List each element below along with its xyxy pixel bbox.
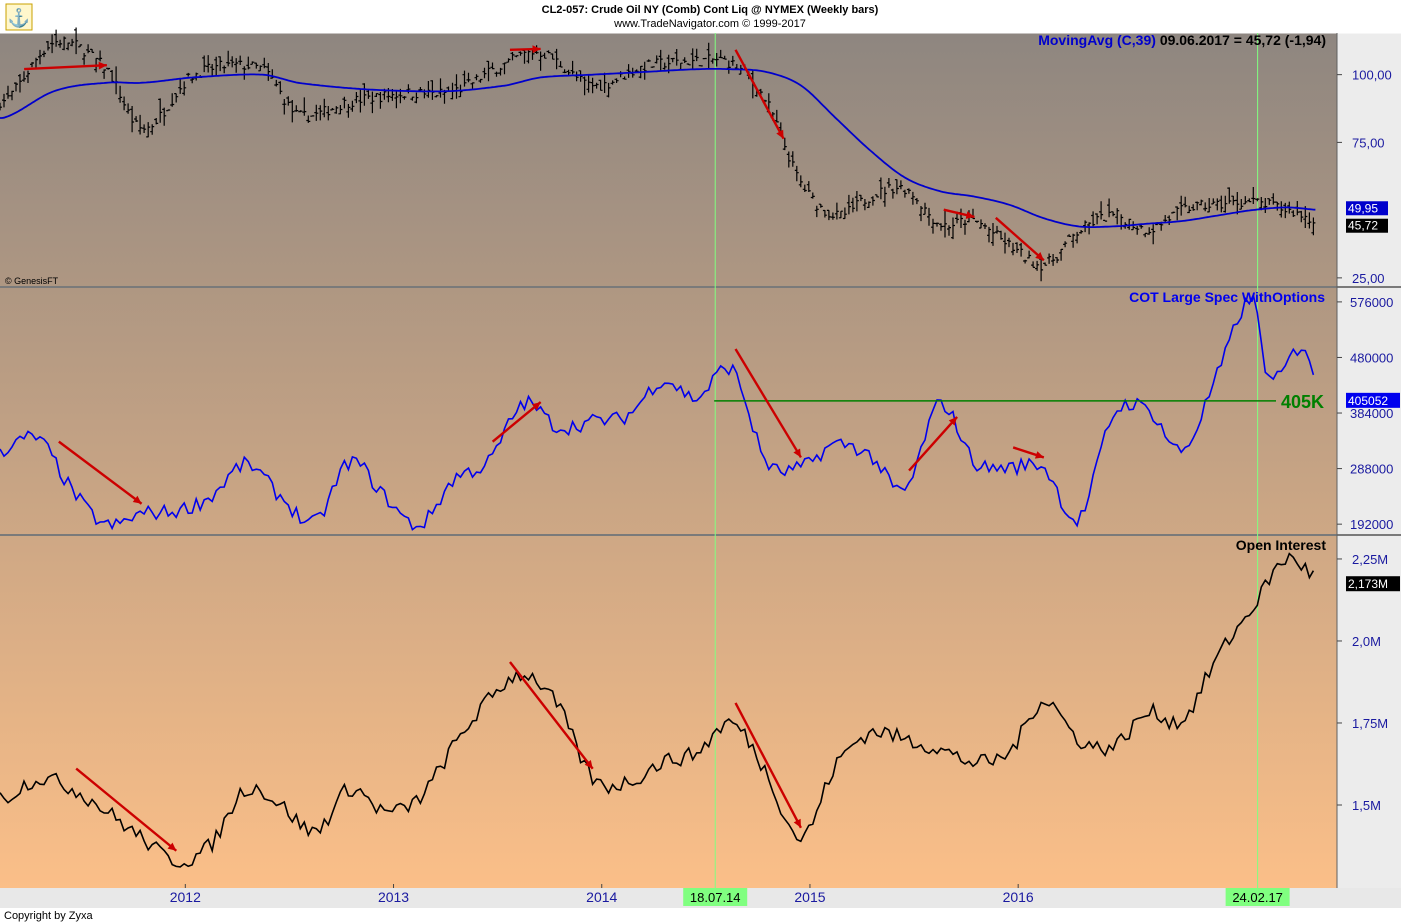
trend-arrow bbox=[908, 416, 958, 472]
moving-average-annotation: MovingAvg (C,39) 09.06.2017 = 45,72 (-1,… bbox=[1038, 32, 1326, 48]
trend-arrow-head bbox=[132, 495, 142, 504]
date-marker-label: 18.07.14 bbox=[690, 890, 741, 905]
trend-arrow-head bbox=[776, 129, 784, 139]
x-tick-label-year: 2013 bbox=[378, 889, 409, 905]
cot-last-box bbox=[1346, 392, 1400, 408]
moving-average-last-box bbox=[1346, 201, 1388, 216]
trend-arrow-head bbox=[532, 45, 541, 54]
gridlines bbox=[184, 74, 1342, 888]
open-interest-last-value: 2,173M bbox=[1348, 577, 1388, 591]
x-tick-label-year: 2015 bbox=[794, 889, 825, 905]
trend-arrow bbox=[491, 401, 542, 443]
x-tick-label-year: 2014 bbox=[586, 889, 617, 905]
x-tick-label-year: 2012 bbox=[170, 889, 201, 905]
price-last-value: 45,72 bbox=[1348, 219, 1378, 233]
x-tick-label-year: 2016 bbox=[1003, 889, 1034, 905]
cot-y-tick-label: 288000 bbox=[1350, 462, 1393, 477]
trend-arrow-head bbox=[167, 842, 177, 851]
price-y-tick-label: 100,00 bbox=[1352, 68, 1392, 83]
axis-labels: 100,00 75,00 25,00 49,95 45,72 576000 480000 38… bbox=[170, 68, 1400, 906]
series-layer bbox=[0, 27, 1316, 868]
plot-background bbox=[0, 33, 1337, 888]
cot-y-tick-label: 192000 bbox=[1350, 517, 1393, 532]
y-axis-strip bbox=[1337, 33, 1401, 888]
open-interest-y-tick-label: 2,0M bbox=[1352, 634, 1381, 649]
date-marker-box bbox=[1225, 888, 1290, 906]
cot-panel-title: COT Large Spec WithOptions bbox=[1129, 289, 1325, 305]
open-interest-panel-title: Open Interest bbox=[1236, 537, 1327, 553]
price-bars bbox=[0, 27, 1316, 282]
moving-average-value: 09.06.2017 = 45,72 (-1,94) bbox=[1160, 32, 1326, 48]
svg-text:⚓: ⚓ bbox=[8, 7, 30, 28]
price-y-tick-label: 25,00 bbox=[1352, 271, 1385, 286]
trend-arrow bbox=[58, 440, 143, 505]
trend-arrow bbox=[509, 661, 594, 770]
anchor-logo-icon[interactable]: ⚓ bbox=[5, 3, 33, 31]
cot-y-tick-label: 576000 bbox=[1350, 295, 1393, 310]
cot-y-tick-label: 384000 bbox=[1350, 406, 1393, 421]
price-y-tick-label: 75,00 bbox=[1352, 135, 1385, 150]
moving-average-label: MovingAvg (C,39) bbox=[1038, 32, 1156, 48]
data-source-watermark: © GenesisFT bbox=[5, 276, 59, 286]
trend-arrow-head bbox=[948, 416, 958, 426]
trend-arrow-head bbox=[98, 61, 107, 70]
open-interest-last-box bbox=[1346, 576, 1400, 592]
open-interest-line bbox=[0, 552, 1315, 868]
open-interest-y-tick-label: 1,75M bbox=[1352, 716, 1388, 731]
moving-average-line bbox=[0, 68, 1316, 228]
chart-title: CL2-057: Crude Oil NY (Comb) Cont Liq @ … bbox=[542, 4, 879, 16]
trend-arrow bbox=[995, 216, 1045, 262]
date-marker-lines bbox=[714, 33, 1259, 888]
copyright-footer: Copyright by Zyxa bbox=[4, 910, 94, 922]
trend-arrow-head bbox=[965, 211, 975, 219]
trend-arrow-head bbox=[1034, 451, 1044, 459]
trend-arrow bbox=[75, 767, 178, 852]
moving-average-last-value: 49,95 bbox=[1348, 201, 1378, 215]
cot-y-tick-label: 480000 bbox=[1350, 350, 1393, 365]
open-interest-y-tick-label: 2,25M bbox=[1352, 552, 1388, 567]
trend-arrow bbox=[734, 348, 802, 459]
trend-arrow bbox=[734, 49, 785, 140]
trend-arrows bbox=[24, 45, 1045, 852]
cot-last-value: 405052 bbox=[1348, 394, 1388, 408]
trend-arrow-head bbox=[531, 402, 541, 411]
date-marker-label: 24.02.17 bbox=[1232, 890, 1283, 905]
trend-arrow bbox=[24, 64, 107, 71]
right-margin bbox=[1401, 0, 1419, 923]
cot-large-spec-line bbox=[0, 292, 1315, 531]
trend-arrow-head bbox=[793, 818, 801, 828]
trend-arrow-head bbox=[584, 759, 593, 769]
date-marker-box bbox=[683, 888, 748, 906]
cot-threshold-label: 405K bbox=[1281, 392, 1324, 412]
trend-arrow-head bbox=[793, 448, 801, 458]
trend-arrow bbox=[734, 702, 802, 829]
trend-arrow-head bbox=[1035, 252, 1044, 261]
price-last-box bbox=[1346, 218, 1388, 233]
chart-subtitle: www.TradeNavigator.com © 1999-2017 bbox=[613, 18, 806, 30]
open-interest-y-tick-label: 1,5M bbox=[1352, 798, 1381, 813]
